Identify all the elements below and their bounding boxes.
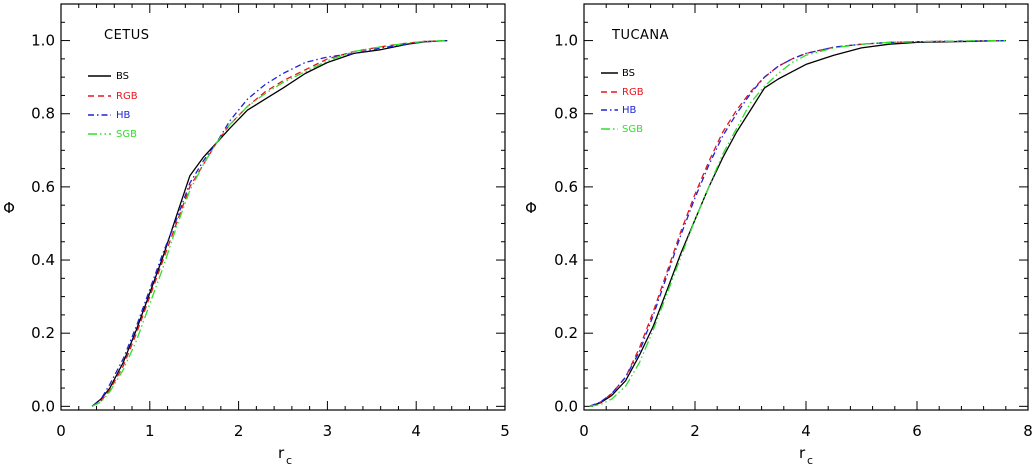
y-tick-label: 0.6	[31, 178, 55, 196]
series-line-bs	[91, 39, 448, 407]
legend-entry-sgb: SGB	[88, 129, 137, 140]
legend-entry-rgb: RGB	[88, 91, 138, 102]
legend: BS RGB HB SGB	[88, 71, 138, 140]
x-tick-label: 1	[145, 422, 155, 440]
legend-entry-hb: HB	[88, 110, 131, 121]
legend-entry-hb: HB	[601, 105, 637, 116]
y-tick-label: 0.8	[31, 105, 55, 123]
x-tick-label: 6	[912, 422, 922, 440]
x-axis-label-main: r	[278, 444, 285, 462]
legend: BS RGB HB SGB	[601, 68, 644, 135]
legend-label-sgb: SGB	[622, 124, 643, 135]
y-tick-label: 1.0	[31, 32, 55, 50]
tick-marks	[60, 3, 506, 410]
x-axis-label: r c	[799, 444, 813, 467]
legend-entry-bs: BS	[88, 71, 129, 82]
panel-title: CETUS	[104, 28, 150, 43]
legend-label-sgb: SGB	[116, 129, 137, 140]
x-tick-label: 4	[801, 422, 811, 440]
series-group	[91, 39, 448, 407]
y-tick-label: 0.8	[554, 105, 578, 123]
tick-labels: 0 1 2 3 4 5 0.0 0.2 0.4 0.6 0.8 1.0	[31, 32, 510, 440]
series-line-rgb	[91, 39, 448, 407]
x-axis-label-subscript: c	[807, 454, 813, 467]
legend-entry-rgb: RGB	[601, 87, 644, 98]
y-axis-label: Φ	[3, 199, 15, 217]
series-line-rgb	[589, 39, 1006, 407]
legend-label-hb: HB	[622, 105, 637, 116]
legend-label-rgb: RGB	[116, 91, 138, 102]
series-line-bs	[589, 39, 1006, 407]
y-tick-label: 0.2	[31, 324, 55, 342]
x-tick-label: 4	[411, 422, 421, 440]
chart-panel-tucana: 0 2 4 6 8 0.0 0.2 0.4 0.6 0.8 1.0 TUCANA BS RGB HB…	[525, 3, 1033, 467]
x-tick-label: 3	[323, 422, 333, 440]
y-tick-label: 0.2	[554, 324, 578, 342]
series-group	[589, 39, 1006, 407]
legend-label-bs: BS	[116, 71, 129, 82]
plot-frame	[60, 3, 506, 411]
series-line-sgb	[589, 39, 1006, 407]
series-line-sgb	[91, 39, 448, 407]
legend-entry-sgb: SGB	[601, 124, 643, 135]
x-tick-label: 5	[500, 422, 510, 440]
legend-label-hb: HB	[116, 110, 131, 121]
x-tick-label: 8	[1023, 422, 1033, 440]
y-tick-label: 1.0	[554, 32, 578, 50]
y-tick-label: 0.6	[554, 178, 578, 196]
x-tick-label: 0	[579, 422, 589, 440]
y-axis-label: Φ	[525, 199, 537, 217]
legend-label-bs: BS	[622, 68, 635, 79]
y-tick-label: 0.0	[554, 397, 578, 415]
series-line-hb	[91, 39, 448, 407]
y-tick-label: 0.0	[31, 397, 55, 415]
x-axis-label-main: r	[799, 444, 806, 462]
legend-entry-bs: BS	[601, 68, 635, 79]
panel-title: TUCANA	[611, 28, 669, 43]
tick-marks	[583, 3, 1029, 410]
x-tick-label: 0	[56, 422, 66, 440]
chart-panel-cetus: 0 1 2 3 4 5 0.0 0.2 0.4 0.6 0.8 1.0 CETUS BS RGB HB…	[3, 3, 510, 467]
y-tick-label: 0.4	[31, 251, 55, 269]
legend-label-rgb: RGB	[622, 87, 644, 98]
y-tick-label: 0.4	[554, 251, 578, 269]
x-axis-label-subscript: c	[286, 454, 292, 467]
x-tick-label: 2	[234, 422, 244, 440]
series-line-hb	[589, 39, 1006, 407]
x-tick-label: 2	[690, 422, 700, 440]
tick-labels: 0 2 4 6 8 0.0 0.2 0.4 0.6 0.8 1.0	[554, 32, 1033, 440]
x-axis-label: r c	[278, 444, 292, 467]
